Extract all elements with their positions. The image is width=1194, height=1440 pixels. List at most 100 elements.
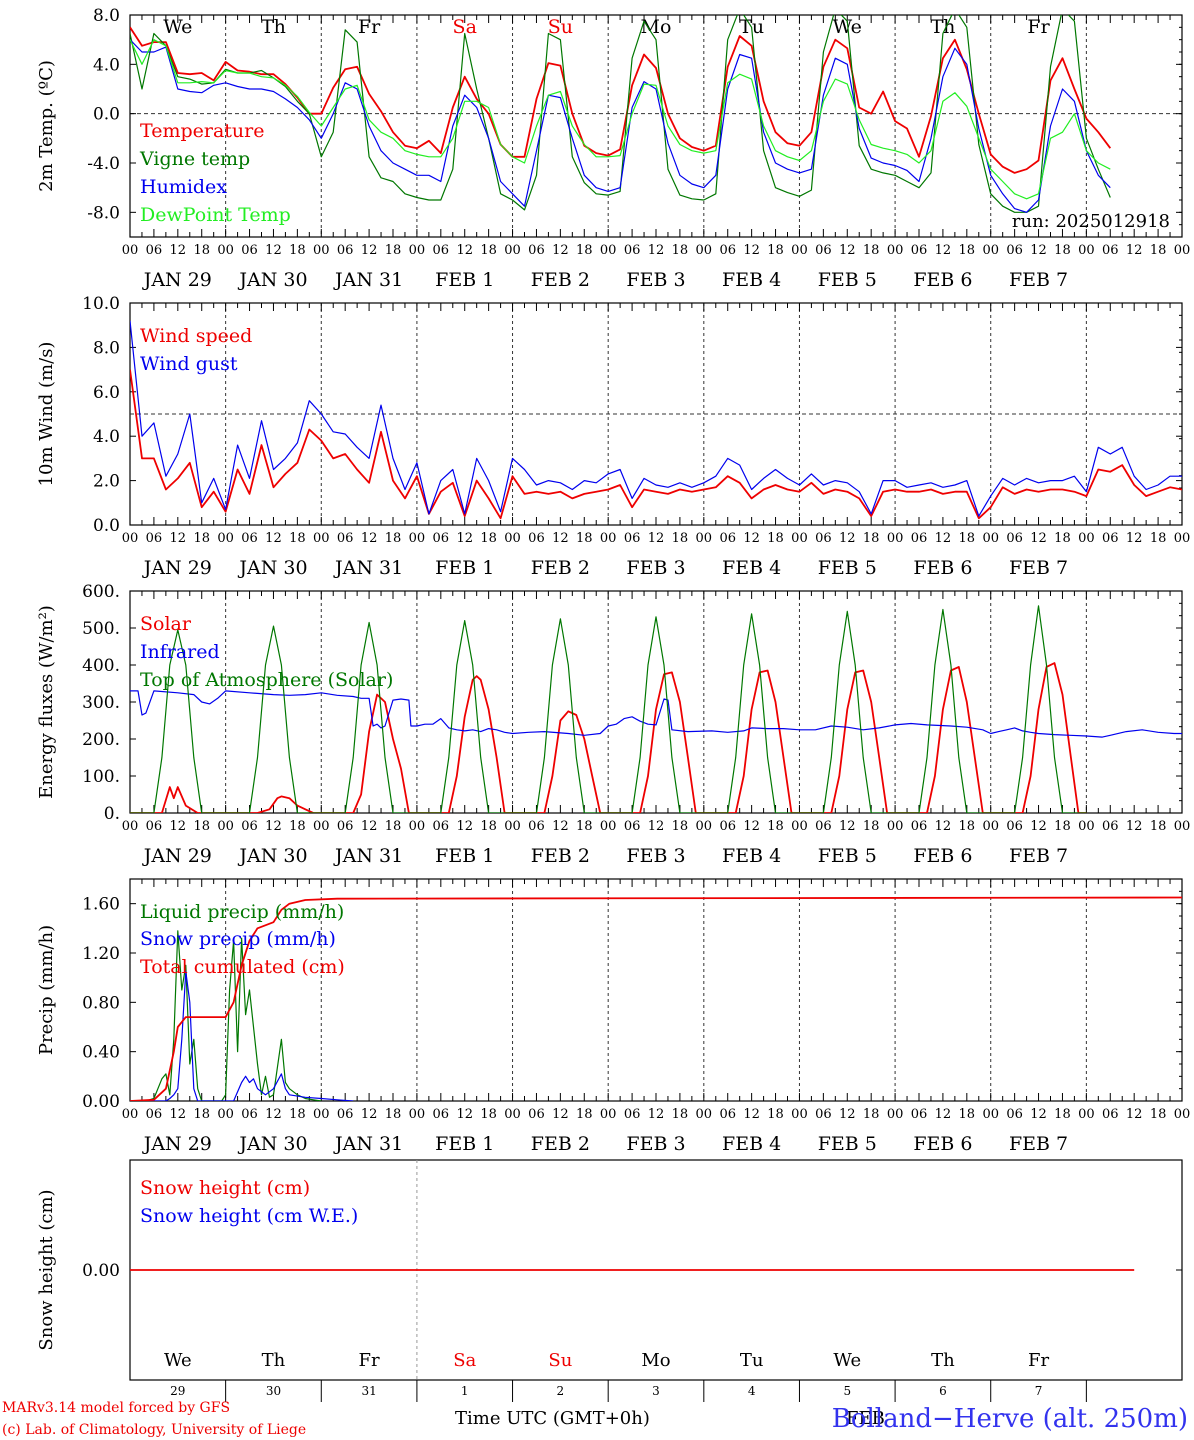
panel3-series-solar-line — [130, 662, 1087, 813]
panel3-day-label: FEB 7 — [1009, 845, 1068, 867]
panel2-day-label: JAN 31 — [333, 557, 403, 579]
panel4-hour-label: 18 — [672, 1107, 689, 1122]
panel3-hour-label: 12 — [170, 819, 187, 834]
panel2-hour-label: 12 — [648, 531, 665, 546]
panel5-day-number: 30 — [266, 1384, 281, 1398]
panel3-hour-label: 00 — [313, 819, 330, 834]
panel2-ytick-label: 8.0 — [93, 338, 120, 358]
panel2-hour-label: 00 — [982, 531, 999, 546]
panel1-hour-label: 12 — [1126, 243, 1143, 258]
panel1-hour-label: 12 — [935, 243, 952, 258]
panel3-day-label: FEB 5 — [818, 845, 877, 867]
panel3-ytick-label: 0. — [104, 804, 120, 824]
panel4-ytick-label: 0.40 — [82, 1043, 120, 1063]
panel2-day-label: FEB 5 — [818, 557, 877, 579]
panel4-hour-label: 06 — [719, 1107, 736, 1122]
panel4-hour-label: 12 — [552, 1107, 569, 1122]
panel3-hour-label: 18 — [863, 819, 880, 834]
panel3-legend-2: Infrared — [140, 641, 220, 663]
panel2-hour-label: 18 — [193, 531, 210, 546]
panel4-day-label: JAN 30 — [237, 1133, 307, 1155]
panel3-hour-label: 12 — [839, 819, 856, 834]
panel2-hour-label: 18 — [1054, 531, 1071, 546]
panel2-hour-label: 18 — [863, 531, 880, 546]
panel3-hour-label: 12 — [743, 819, 760, 834]
panel4-day-label: JAN 31 — [333, 1133, 403, 1155]
panel1-day-label: JAN 31 — [333, 269, 403, 291]
panel2-day-label: JAN 29 — [142, 557, 212, 579]
panel4-day-label: FEB 1 — [435, 1133, 494, 1155]
panel3-day-label: FEB 1 — [435, 845, 494, 867]
panel1-hour-label: 12 — [1030, 243, 1047, 258]
panel4-hour-label: 18 — [385, 1107, 402, 1122]
panel3-hour-label: 12 — [1126, 819, 1143, 834]
panel4-hour-label: 18 — [289, 1107, 306, 1122]
panel4-hour-label: 18 — [767, 1107, 784, 1122]
panel4-hour-label: 12 — [456, 1107, 473, 1122]
panel4-hour-label: 00 — [504, 1107, 521, 1122]
panel4-hour-label: 00 — [600, 1107, 617, 1122]
panel1-hour-label: 06 — [624, 243, 641, 258]
panel3-hour-label: 00 — [696, 819, 713, 834]
panel1-hour-label: 06 — [1102, 243, 1119, 258]
panel1-day-label: FEB 3 — [626, 269, 685, 291]
panel2-hour-label: 12 — [170, 531, 187, 546]
panel1-hour-label: 18 — [193, 243, 210, 258]
panel4-hour-label: 00 — [696, 1107, 713, 1122]
panel5-weekday-label: Fr — [359, 1350, 380, 1371]
panel1-hour-label: 12 — [839, 243, 856, 258]
panel1-series-vigne-temp-line — [130, 15, 1111, 213]
panel3-hour-label: 12 — [265, 819, 282, 834]
panel4-legend-3: Total cumulated (cm) — [140, 956, 345, 978]
panel1-hour-label: 18 — [576, 243, 593, 258]
panel4-series-group — [130, 896, 1182, 1101]
panel4-hour-label: 06 — [1102, 1107, 1119, 1122]
panel3-ytick-label: 300. — [82, 693, 120, 713]
panel2-ytick-label: 0.0 — [93, 516, 120, 536]
panel2-hour-label: 00 — [1078, 531, 1095, 546]
panel2-day-label: JAN 30 — [237, 557, 307, 579]
panel2-hour-label: 18 — [289, 531, 306, 546]
panel3-legend-3: Top of Atmosphere (Solar) — [140, 669, 393, 691]
panel2-hour-label: 18 — [767, 531, 784, 546]
panel2-hour-label: 12 — [552, 531, 569, 546]
panel2-series-wind-speed-line — [130, 369, 1182, 520]
panel1-hour-label: 00 — [887, 243, 904, 258]
panel1-hour-label: 12 — [361, 243, 378, 258]
panel1-ytick-label: -4.0 — [87, 154, 120, 174]
panel2-ytick-label: 6.0 — [93, 383, 120, 403]
panel3-day-label: JAN 31 — [333, 845, 403, 867]
panel2-series-wind-gust-line — [130, 320, 1182, 517]
panel4-day-label: FEB 2 — [531, 1133, 590, 1155]
panel4-series-total-cumulated-cm-line — [130, 896, 1182, 1101]
panel1-hour-label: 06 — [146, 243, 163, 258]
panel2-hour-label: 00 — [409, 531, 426, 546]
panel4-ytick-label: 1.60 — [82, 895, 120, 915]
panel3-series-infrared-line — [130, 690, 1182, 738]
panel3-ytick-label: 600. — [82, 582, 120, 602]
panel2-hour-label: 06 — [911, 531, 928, 546]
panel1-hour-label: 12 — [552, 243, 569, 258]
panel5-weekday-label: We — [833, 1350, 861, 1371]
panel1-weekday-label: Sa — [453, 16, 477, 38]
panel3-day-label: FEB 2 — [531, 845, 590, 867]
panel3-frame — [129, 590, 1183, 814]
panel5-legend-1: Snow height (cm) — [140, 1177, 310, 1199]
panel2-hour-label: 12 — [935, 531, 952, 546]
panel1-hour-label: 12 — [456, 243, 473, 258]
panel4-ytick-label: 0.80 — [82, 993, 120, 1013]
footer-month-label: FEB — [846, 1408, 885, 1429]
panel1-weekday-label: Th — [261, 16, 286, 38]
panel3-hour-label: 06 — [1006, 819, 1023, 834]
panel4-hour-label: 12 — [648, 1107, 665, 1122]
panel4-hour-label: 06 — [528, 1107, 545, 1122]
panel3-hour-label: 18 — [576, 819, 593, 834]
panel3-hour-label: 06 — [1102, 819, 1119, 834]
panel1-series-temperature-line — [130, 26, 1112, 174]
panel4-hour-label: 06 — [1006, 1107, 1023, 1122]
panel2-hour-label: 12 — [1030, 531, 1047, 546]
panel3-day-label: JAN 30 — [237, 845, 307, 867]
panel1-hour-label: 18 — [480, 243, 497, 258]
panel5-day-number: 2 — [557, 1384, 565, 1398]
panel5-weekday-label: Tu — [740, 1350, 764, 1371]
